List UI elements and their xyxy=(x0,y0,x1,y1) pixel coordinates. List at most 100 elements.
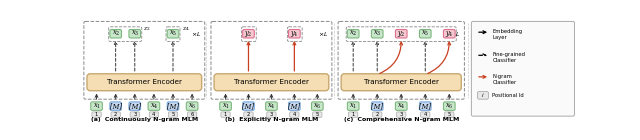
FancyBboxPatch shape xyxy=(129,30,141,38)
FancyBboxPatch shape xyxy=(110,102,122,110)
Text: [M]: [M] xyxy=(243,102,255,110)
FancyBboxPatch shape xyxy=(397,112,406,117)
Text: 4: 4 xyxy=(292,112,296,117)
Text: $x_3$: $x_3$ xyxy=(373,29,381,38)
Text: N-gram
Classifier: N-gram Classifier xyxy=(492,74,516,85)
Text: $\times L$: $\times L$ xyxy=(450,30,461,38)
Text: 6: 6 xyxy=(191,112,194,117)
FancyBboxPatch shape xyxy=(186,102,198,110)
FancyBboxPatch shape xyxy=(111,112,120,117)
Text: $x_4$: $x_4$ xyxy=(150,102,158,111)
Text: Transformer Encoder: Transformer Encoder xyxy=(234,79,309,85)
FancyBboxPatch shape xyxy=(289,30,300,38)
FancyBboxPatch shape xyxy=(129,102,141,110)
Text: [M]: [M] xyxy=(109,102,122,110)
FancyBboxPatch shape xyxy=(220,102,231,110)
FancyBboxPatch shape xyxy=(371,102,383,110)
FancyBboxPatch shape xyxy=(444,102,455,110)
Text: 5: 5 xyxy=(172,112,175,117)
Text: 2: 2 xyxy=(114,112,117,117)
FancyArrowPatch shape xyxy=(380,42,403,74)
Text: [M]: [M] xyxy=(419,102,431,110)
Text: $x_5$: $x_5$ xyxy=(421,29,429,38)
FancyBboxPatch shape xyxy=(396,102,407,110)
Text: i: i xyxy=(483,93,484,98)
Text: (b)  Explicitly N-gram MLM: (b) Explicitly N-gram MLM xyxy=(225,116,318,122)
FancyBboxPatch shape xyxy=(312,102,323,110)
FancyBboxPatch shape xyxy=(167,30,179,38)
FancyBboxPatch shape xyxy=(266,102,277,110)
FancyBboxPatch shape xyxy=(188,112,196,117)
FancyBboxPatch shape xyxy=(290,112,299,117)
Text: $x_4$: $x_4$ xyxy=(267,102,276,111)
Text: (c)  Comprehensive N-gram MLM: (c) Comprehensive N-gram MLM xyxy=(344,116,459,122)
Text: 5: 5 xyxy=(447,112,451,117)
Text: $x_6$: $x_6$ xyxy=(445,102,454,111)
FancyBboxPatch shape xyxy=(289,102,300,110)
Text: $x_2$: $x_2$ xyxy=(349,29,357,38)
FancyBboxPatch shape xyxy=(221,112,230,117)
Text: 2: 2 xyxy=(247,112,250,117)
Text: Transformer Encoder: Transformer Encoder xyxy=(107,79,182,85)
Text: $x_1$: $x_1$ xyxy=(349,102,357,111)
Text: $x_6$: $x_6$ xyxy=(188,102,196,111)
FancyBboxPatch shape xyxy=(472,21,575,116)
Text: $x_1$: $x_1$ xyxy=(93,102,100,111)
Text: $x_5$: $x_5$ xyxy=(169,29,177,38)
Text: Embedding
Layer: Embedding Layer xyxy=(492,29,522,40)
FancyBboxPatch shape xyxy=(267,112,276,117)
FancyBboxPatch shape xyxy=(87,74,202,91)
FancyBboxPatch shape xyxy=(167,102,179,110)
FancyBboxPatch shape xyxy=(168,112,178,117)
FancyBboxPatch shape xyxy=(396,30,407,38)
Text: [M]: [M] xyxy=(129,102,141,110)
FancyBboxPatch shape xyxy=(348,30,359,38)
FancyBboxPatch shape xyxy=(477,91,488,99)
Text: $\times L$: $\times L$ xyxy=(317,30,328,38)
FancyBboxPatch shape xyxy=(341,74,461,91)
FancyBboxPatch shape xyxy=(214,74,329,91)
Text: Transformer Encoder: Transformer Encoder xyxy=(364,79,439,85)
Text: $y_2$: $y_2$ xyxy=(397,29,406,39)
FancyBboxPatch shape xyxy=(420,112,430,117)
Text: 1: 1 xyxy=(351,112,355,117)
FancyBboxPatch shape xyxy=(149,112,159,117)
Text: [M]: [M] xyxy=(167,102,179,110)
Text: $x_1$: $x_1$ xyxy=(221,102,230,111)
FancyBboxPatch shape xyxy=(313,112,322,117)
Text: $z_2$: $z_2$ xyxy=(143,25,151,33)
Text: $z_4$: $z_4$ xyxy=(182,25,189,33)
Text: Positional Id: Positional Id xyxy=(492,93,524,98)
Text: Fine-grained
Classifier: Fine-grained Classifier xyxy=(492,52,525,63)
Text: $y_2$: $y_2$ xyxy=(244,29,253,39)
Text: 2: 2 xyxy=(376,112,379,117)
Text: 1: 1 xyxy=(95,112,98,117)
Text: $y_4$: $y_4$ xyxy=(290,29,299,39)
Text: (a)  Continuously N-gram MLM: (a) Continuously N-gram MLM xyxy=(91,116,198,122)
Text: 4: 4 xyxy=(152,112,156,117)
Text: $\times L$: $\times L$ xyxy=(191,30,201,38)
FancyBboxPatch shape xyxy=(244,112,253,117)
Text: [M]: [M] xyxy=(371,102,383,110)
FancyBboxPatch shape xyxy=(148,102,160,110)
Text: 3: 3 xyxy=(399,112,403,117)
Text: 3: 3 xyxy=(133,112,136,117)
Text: $x_4$: $x_4$ xyxy=(397,102,406,111)
FancyBboxPatch shape xyxy=(444,30,455,38)
Text: 4: 4 xyxy=(424,112,427,117)
Text: $x_6$: $x_6$ xyxy=(313,102,321,111)
FancyBboxPatch shape xyxy=(243,102,254,110)
FancyBboxPatch shape xyxy=(419,102,431,110)
FancyBboxPatch shape xyxy=(349,112,358,117)
Text: $x_2$: $x_2$ xyxy=(111,29,120,38)
FancyBboxPatch shape xyxy=(419,30,431,38)
Text: [M]: [M] xyxy=(289,102,300,110)
Text: 5: 5 xyxy=(316,112,319,117)
Text: $y_4$: $y_4$ xyxy=(445,29,454,39)
FancyBboxPatch shape xyxy=(130,112,140,117)
FancyBboxPatch shape xyxy=(243,30,254,38)
Text: $x_3$: $x_3$ xyxy=(131,29,139,38)
FancyBboxPatch shape xyxy=(371,30,383,38)
Text: 3: 3 xyxy=(270,112,273,117)
FancyBboxPatch shape xyxy=(445,112,454,117)
